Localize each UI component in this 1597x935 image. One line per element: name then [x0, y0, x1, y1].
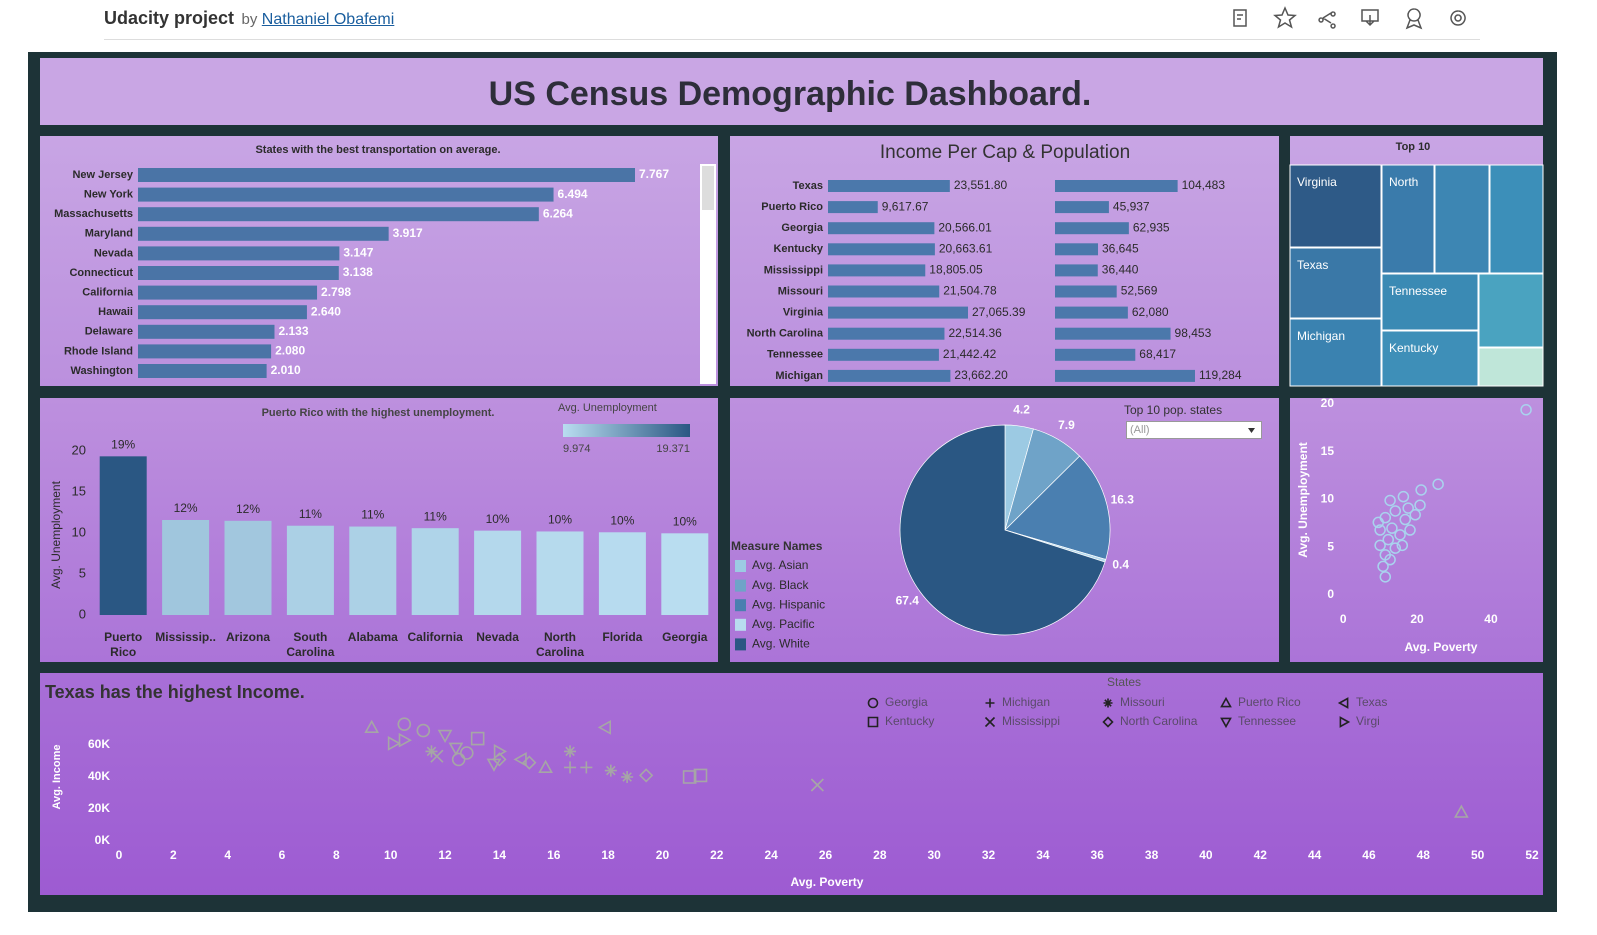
income-poverty-panel — [40, 673, 1543, 895]
scrollbar[interactable] — [700, 164, 716, 384]
income-panel — [730, 136, 1279, 386]
header-rule — [104, 39, 1480, 40]
dropdown-arrow — [1248, 428, 1255, 433]
by-text: by — [241, 11, 258, 28]
settings-icon[interactable] — [1450, 10, 1466, 26]
treemap-panel — [1290, 136, 1543, 386]
author-link[interactable]: Nathaniel Obafemi — [261, 11, 395, 28]
filter-value: (All) — [1130, 424, 1150, 436]
metrics-icon[interactable] — [1405, 8, 1423, 30]
title-panel — [40, 58, 1543, 125]
workbook-title: Udacity project — [104, 8, 235, 28]
download-icon[interactable] — [1361, 9, 1379, 27]
poverty-panel — [1290, 398, 1543, 662]
transport-panel — [40, 136, 718, 386]
scroll-thumb[interactable] — [702, 166, 714, 210]
unemployment-panel — [40, 398, 718, 662]
edit-icon[interactable] — [1233, 9, 1247, 27]
toolbar — [1233, 6, 1466, 30]
header: Udacity project by Nathaniel Obafemi — [104, 5, 394, 31]
filter-dropdown[interactable]: (All) — [1126, 421, 1262, 439]
favorite-icon[interactable] — [1273, 6, 1297, 29]
share-icon[interactable] — [1318, 11, 1336, 29]
